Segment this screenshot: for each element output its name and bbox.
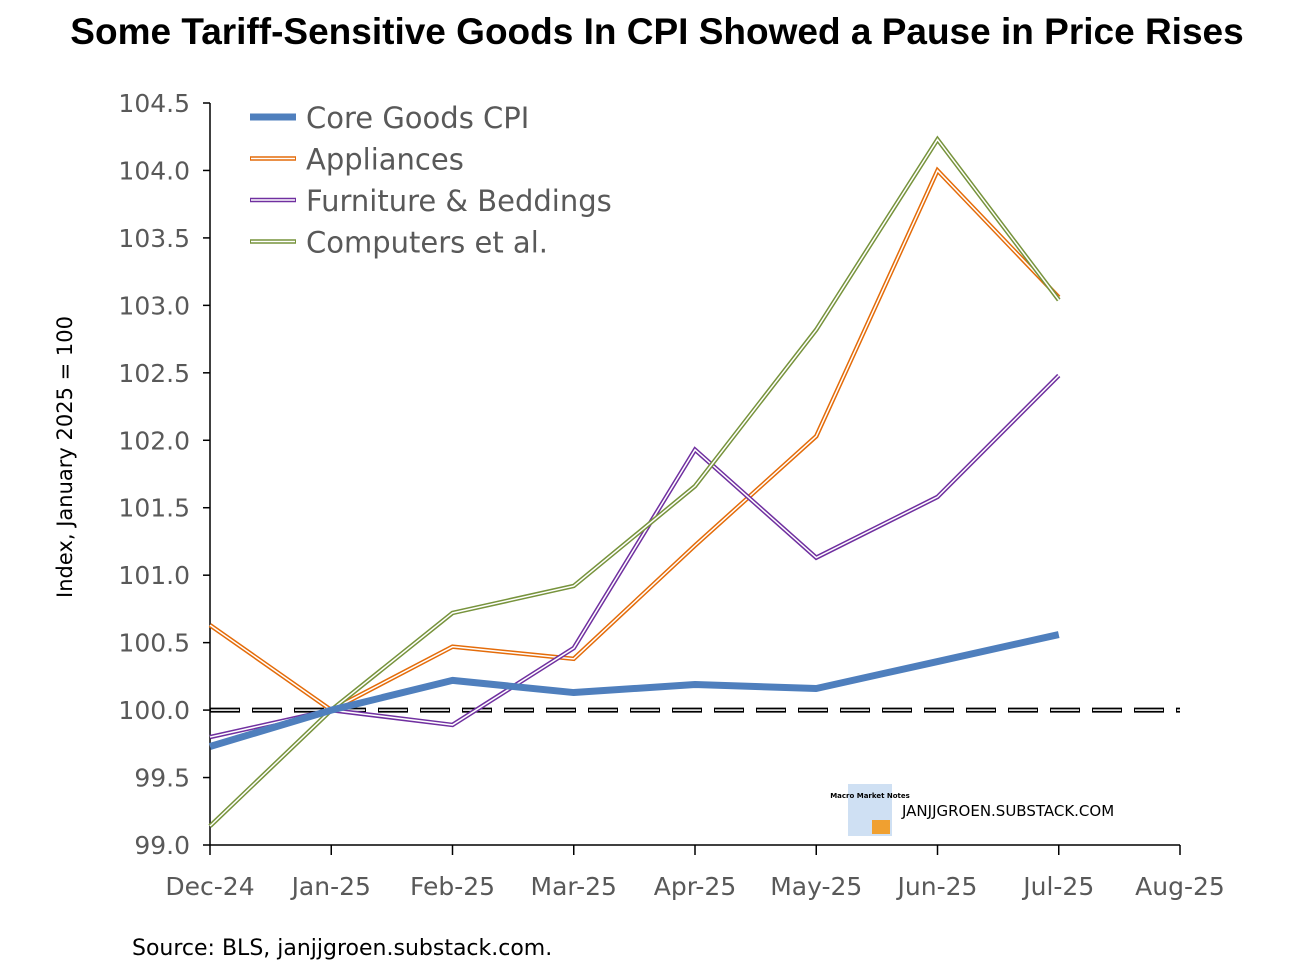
y-tick-label: 103.5 [118, 224, 190, 253]
y-tick-label: 102.0 [118, 426, 190, 455]
y-tick-label: 101.0 [118, 561, 190, 590]
series-line-inner-furniture-beddings [209, 374, 1060, 738]
y-tick-label: 101.5 [118, 494, 190, 523]
series-line-inner-appliances [209, 169, 1060, 711]
legend-label-furniture-beddings: Furniture & Beddings [306, 184, 612, 218]
y-tick-label: 100.5 [118, 629, 190, 658]
x-tick-label: Feb-25 [410, 872, 495, 901]
x-tick-label: Dec-24 [165, 872, 254, 901]
series-line-inner-computers-et-al [209, 138, 1060, 827]
legend-label-computers-et-al: Computers et al. [306, 226, 548, 260]
x-tick-label: Apr-25 [654, 872, 736, 901]
y-tick-label: 103.0 [118, 291, 190, 320]
y-tick-label: 99.5 [134, 764, 190, 793]
x-tick-label: May-25 [770, 872, 862, 901]
y-tick-label: 100.0 [118, 696, 190, 725]
source-note: Source: BLS, janjjgroen.substack.com. [132, 936, 552, 961]
x-tick-label: Mar-25 [531, 872, 617, 901]
legend-label-appliances: Appliances [306, 143, 464, 177]
watermark-text: JANJJGROEN.SUBSTACK.COM [901, 802, 1114, 820]
logo-bars [872, 820, 890, 834]
y-tick-label: 104.5 [118, 89, 190, 118]
x-tick-label: Aug-25 [1135, 872, 1225, 901]
logo-text: Macro Market Notes [830, 792, 910, 800]
y-axis-label: Index, January 2025 = 100 [53, 316, 77, 598]
x-tick-label: Jun-25 [896, 872, 978, 901]
legend-label-core-goods-cpi: Core Goods CPI [306, 101, 529, 135]
x-tick-label: Jan-25 [290, 872, 371, 901]
y-tick-label: 99.0 [134, 831, 190, 860]
y-tick-label: 104.0 [118, 156, 190, 185]
series-line-core-goods-cpi [208, 631, 1060, 750]
watermark: Macro Market Notes JANJJGROEN.SUBSTACK.C… [830, 784, 1114, 836]
series-line-furniture-beddings [209, 373, 1061, 740]
y-tick-label: 102.5 [118, 359, 190, 388]
x-tick-label: Jul-25 [1021, 872, 1094, 901]
chart-title: Some Tariff-Sensitive Goods In CPI Showe… [70, 11, 1243, 52]
